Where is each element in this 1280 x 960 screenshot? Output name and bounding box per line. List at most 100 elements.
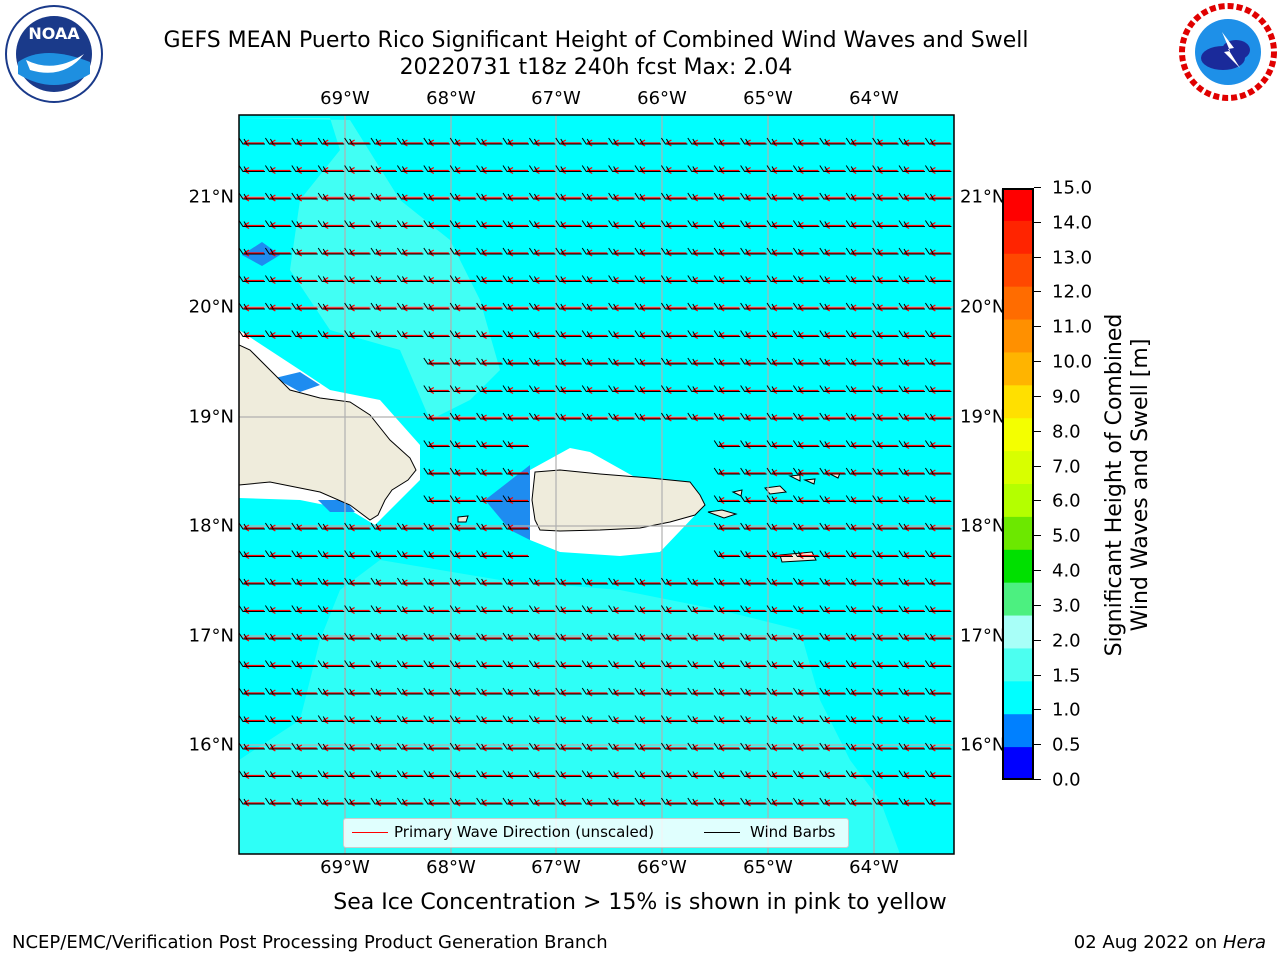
vector-marker [528, 742, 556, 752]
vector-marker [264, 770, 292, 780]
vector-marker [476, 495, 503, 505]
vector-marker [476, 357, 503, 367]
vector-marker [713, 770, 741, 780]
vector-marker [634, 165, 661, 175]
vector-marker [740, 220, 767, 230]
vector-marker [634, 770, 661, 780]
vector-marker [819, 165, 846, 175]
vector-marker [239, 660, 265, 670]
vector-marker [872, 275, 899, 285]
vector-marker [476, 550, 503, 560]
vector-marker [344, 247, 371, 257]
vector-marker [792, 275, 820, 285]
vector-marker [740, 577, 767, 587]
vector-marker [845, 275, 873, 285]
vector-marker [239, 577, 265, 587]
vector-marker [317, 797, 345, 807]
vector-marker [396, 192, 424, 202]
colorbar-tick-label-13: 2.0 [1052, 630, 1081, 652]
vector-marker [687, 385, 714, 395]
vector-marker [344, 522, 371, 532]
vector-marker [898, 247, 925, 257]
vector-marker [555, 137, 582, 147]
colorbar-tick-1 [1034, 221, 1041, 223]
vector-marker [396, 632, 424, 642]
vector-marker [924, 275, 952, 285]
vector-marker [740, 467, 767, 477]
vector-marker [740, 275, 767, 285]
vector-marker [898, 137, 925, 147]
lonBot-2: 67°W [531, 857, 581, 878]
vector-marker [555, 687, 582, 697]
vector-marker [792, 440, 820, 450]
vector-marker [660, 770, 688, 780]
noaa-logo: NOAA [5, 5, 103, 103]
colorbar-tick-10 [1034, 535, 1041, 537]
vector-marker [740, 632, 767, 642]
vector-marker [264, 137, 292, 147]
lonTop-3: 66°W [637, 88, 687, 109]
nws-logo [1179, 3, 1277, 101]
vector-marker [528, 797, 556, 807]
vector-marker [239, 220, 265, 230]
vector-marker [872, 550, 899, 560]
vector-marker [872, 495, 899, 505]
vector-marker [476, 467, 503, 477]
vector-marker [713, 440, 741, 450]
vector-marker [687, 797, 714, 807]
colorbar [1002, 188, 1034, 780]
vector-marker [766, 137, 793, 147]
vector-marker [370, 742, 397, 752]
vector-marker [423, 385, 450, 395]
colorbar-segment-8 [1002, 451, 1034, 485]
vector-marker [740, 605, 767, 615]
vector-marker [687, 220, 714, 230]
colorbar-title-line2: Wind Waves and Swell [m] [1128, 338, 1153, 632]
colorbar-tick-label-9: 6.0 [1052, 490, 1081, 512]
vector-marker [740, 192, 767, 202]
vector-marker [449, 770, 477, 780]
lonBot-3: 66°W [637, 857, 687, 878]
vector-marker [687, 137, 714, 147]
vector-marker [713, 605, 741, 615]
vector-marker [476, 192, 503, 202]
vector-marker [872, 220, 899, 230]
vector-marker [819, 137, 846, 147]
vector-marker [845, 220, 873, 230]
vector-marker [608, 797, 635, 807]
vector-marker [660, 797, 688, 807]
vector-marker [634, 632, 661, 642]
vector-marker [713, 577, 741, 587]
vector-marker [687, 275, 714, 285]
latLeft-3: 18°N [188, 515, 234, 537]
vector-marker [845, 522, 873, 532]
vector-marker [344, 687, 371, 697]
colorbar-tick-label-7: 8.0 [1052, 421, 1081, 443]
vector-marker [713, 687, 741, 697]
colorbar-tick-7 [1034, 430, 1041, 432]
vector-marker [660, 357, 688, 367]
vector-marker [317, 137, 345, 147]
vector-marker [872, 742, 899, 752]
vector-marker [792, 165, 820, 175]
vector-marker [528, 770, 556, 780]
vector-marker [766, 467, 793, 477]
vector-marker [898, 467, 925, 477]
vector-marker [740, 385, 767, 395]
vector-marker [423, 137, 450, 147]
vector-marker [766, 247, 793, 257]
vector-marker [555, 357, 582, 367]
vector-marker [449, 247, 477, 257]
vector-marker [476, 687, 503, 697]
vector-marker [819, 715, 846, 725]
vector-marker [317, 165, 345, 175]
vector-marker [898, 632, 925, 642]
vector-marker [687, 577, 714, 587]
vector-marker [924, 632, 952, 642]
vector-marker [476, 440, 503, 450]
vector-marker [766, 605, 793, 615]
vector-marker [528, 330, 556, 340]
vector-marker [581, 385, 609, 395]
vector-marker [766, 660, 793, 670]
vector-marker [819, 357, 846, 367]
